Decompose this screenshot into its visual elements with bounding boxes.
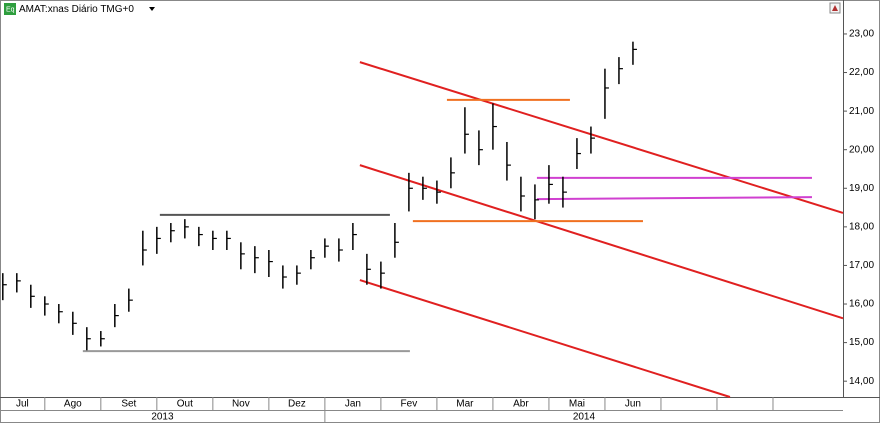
trendline bbox=[536, 196, 812, 201]
x-tick-label: Fev bbox=[401, 399, 418, 410]
trendline bbox=[359, 61, 844, 214]
trendline bbox=[359, 164, 844, 320]
y-tick-label: 14,00 bbox=[849, 376, 874, 387]
x-tick-label: Mar bbox=[456, 399, 474, 410]
x-tick-label: Jul bbox=[16, 399, 29, 410]
x-tick-label: Mai bbox=[569, 399, 585, 410]
year-label: 2014 bbox=[573, 412, 596, 423]
x-tick-label: Jan bbox=[345, 399, 361, 410]
y-tick-label: 21,00 bbox=[849, 106, 874, 117]
y-tick-label: 23,00 bbox=[849, 29, 874, 40]
x-tick-label: Abr bbox=[513, 399, 529, 410]
trendline bbox=[359, 279, 731, 398]
x-tick-label: Set bbox=[121, 399, 136, 410]
y-tick-label: 18,00 bbox=[849, 221, 874, 232]
y-tick-label: 19,00 bbox=[849, 183, 874, 194]
year-label: 2013 bbox=[151, 412, 174, 423]
x-tick-label: Ago bbox=[64, 399, 82, 410]
x-tick-label: Dez bbox=[288, 399, 306, 410]
y-tick-label: 22,00 bbox=[849, 67, 874, 78]
symbol-icon-text: Eq bbox=[6, 6, 15, 13]
x-tick-label: Out bbox=[177, 399, 193, 410]
y-tick-label: 16,00 bbox=[849, 299, 874, 310]
y-tick-label: 17,00 bbox=[849, 260, 874, 271]
chart-title: AMAT:xnas Diário TMG+0 bbox=[19, 4, 134, 15]
corner-icon-glyph bbox=[832, 5, 838, 11]
title-dropdown[interactable] bbox=[149, 7, 155, 11]
x-tick-label: Nov bbox=[232, 399, 250, 410]
symbol-icon[interactable] bbox=[4, 3, 16, 15]
x-tick-label: Jun bbox=[625, 399, 641, 410]
y-tick-label: 20,00 bbox=[849, 144, 874, 155]
y-tick-label: 15,00 bbox=[849, 337, 874, 348]
